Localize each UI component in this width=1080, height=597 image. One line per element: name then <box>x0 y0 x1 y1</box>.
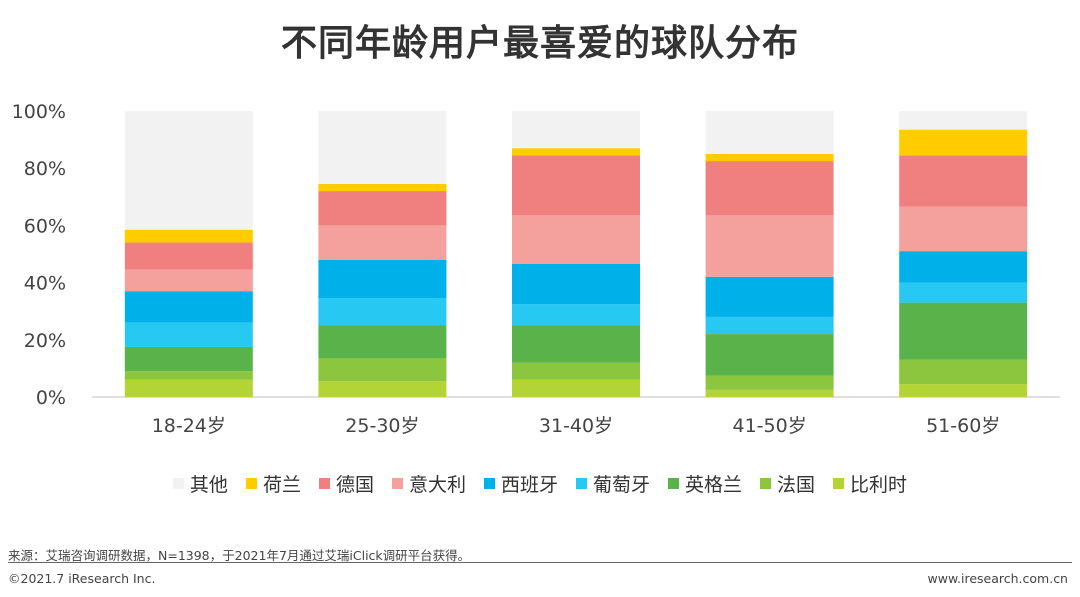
legend-swatch <box>760 478 772 489</box>
bar-segment <box>124 322 253 347</box>
x-category-label: 31-40岁 <box>539 415 613 437</box>
bar-segment <box>705 111 834 154</box>
bar-segment <box>512 325 640 363</box>
bar-segment <box>705 276 834 317</box>
bar-segment <box>512 264 640 305</box>
bar-segment <box>899 282 1028 303</box>
legend-swatch <box>391 478 403 489</box>
legend-swatch <box>172 478 184 489</box>
legend-label: 葡萄牙 <box>593 474 651 496</box>
bar-segment <box>318 225 447 260</box>
bar-segment <box>124 229 253 243</box>
legend-item: 葡萄牙 <box>576 470 650 497</box>
legend-label: 荷兰 <box>262 474 301 496</box>
legend-swatch <box>576 478 587 489</box>
bar-segment <box>512 155 640 216</box>
legend-label: 比利时 <box>850 474 908 496</box>
bar-segment <box>318 381 447 397</box>
bar-segment <box>705 389 834 397</box>
bar-segment <box>124 111 253 230</box>
bar-segment <box>705 153 834 162</box>
footer-divider <box>8 562 1072 563</box>
bar-segment <box>318 259 447 299</box>
bar-segment <box>124 269 253 292</box>
bar-segment <box>899 359 1028 385</box>
website-text: www.iresearch.com.cn <box>927 571 1069 586</box>
bar-segment <box>124 371 253 380</box>
bar-segment <box>899 384 1028 397</box>
legend-swatch <box>483 478 495 489</box>
bar-segment <box>318 111 447 184</box>
legend-label: 德国 <box>335 474 374 496</box>
bar-segment <box>318 358 447 382</box>
bar-segment <box>899 111 1028 130</box>
bar-segment <box>705 375 834 390</box>
bar-segment <box>899 206 1028 252</box>
x-category-label: 25-30岁 <box>345 415 419 437</box>
legend-item: 意大利 <box>391 470 466 497</box>
x-category-label: 41-50岁 <box>732 415 806 437</box>
bar-segment <box>512 148 640 156</box>
bar-segment <box>318 298 447 326</box>
chart-legend: 其他 荷兰 德国 意大利 西班牙 葡萄牙 英格兰 法国 比利时 <box>0 470 1080 497</box>
legend-item: 英格兰 <box>668 470 742 497</box>
bar-segment <box>899 302 1028 360</box>
legend-label: 西班牙 <box>500 474 558 496</box>
stacked-bar-chart: 0% 20% 40% 60% 80% 100% 18-24岁 25-30岁 31-40岁 41-5… <box>12 101 1060 437</box>
bar-segment <box>318 191 447 226</box>
legend-item: 法国 <box>760 470 815 497</box>
legend-label: 英格兰 <box>685 474 743 496</box>
bar-segment <box>899 155 1028 207</box>
y-tick-label: 20% <box>24 330 66 352</box>
bar-segment <box>124 242 253 270</box>
y-tick-label: 0% <box>36 387 66 409</box>
source-note: 来源：艾瑞咨询调研数据，N=1398，于2021年7月通过艾瑞iClick调研平… <box>8 548 471 563</box>
bar-segment <box>512 304 640 326</box>
bar-segment <box>512 111 640 149</box>
legend-swatch <box>318 478 330 489</box>
legend-label: 意大利 <box>408 474 466 496</box>
bar-segment <box>899 129 1028 156</box>
legend-item: 比利时 <box>833 470 907 497</box>
bar-segment <box>124 379 253 397</box>
legend-swatch <box>245 478 257 489</box>
x-category-label: 18-24岁 <box>152 415 226 437</box>
y-tick-label: 60% <box>24 215 66 237</box>
bar-segment <box>318 325 447 359</box>
copyright-text: ©2021.7 iResearch Inc. <box>8 571 156 586</box>
x-category-label: 51-60岁 <box>926 415 1000 437</box>
legend-item: 德国 <box>318 470 374 497</box>
legend-label: 其他 <box>189 474 228 496</box>
bar-segment <box>512 215 640 265</box>
bar-segment <box>318 183 447 192</box>
y-tick-label: 40% <box>24 273 66 295</box>
legend-item: 其他 <box>172 470 228 497</box>
legend-item: 西班牙 <box>483 470 558 497</box>
bar-segment <box>705 161 834 216</box>
legend-swatch <box>833 478 845 489</box>
legend-label: 法国 <box>777 474 816 496</box>
bar-segment <box>512 362 640 380</box>
bar-segment <box>705 316 834 335</box>
y-tick-label: 100% <box>12 101 66 123</box>
chart-title: 不同年龄用户最喜爱的球队分布 <box>280 23 799 64</box>
bar-segment <box>124 346 253 372</box>
y-tick-label: 80% <box>24 158 66 180</box>
bar-segment <box>512 379 640 397</box>
bar-segment <box>124 291 253 323</box>
bar-segment <box>705 215 834 277</box>
legend-item: 荷兰 <box>245 470 301 497</box>
bar-segment <box>705 334 834 376</box>
bar-segment <box>899 251 1028 283</box>
legend-swatch <box>668 478 680 489</box>
